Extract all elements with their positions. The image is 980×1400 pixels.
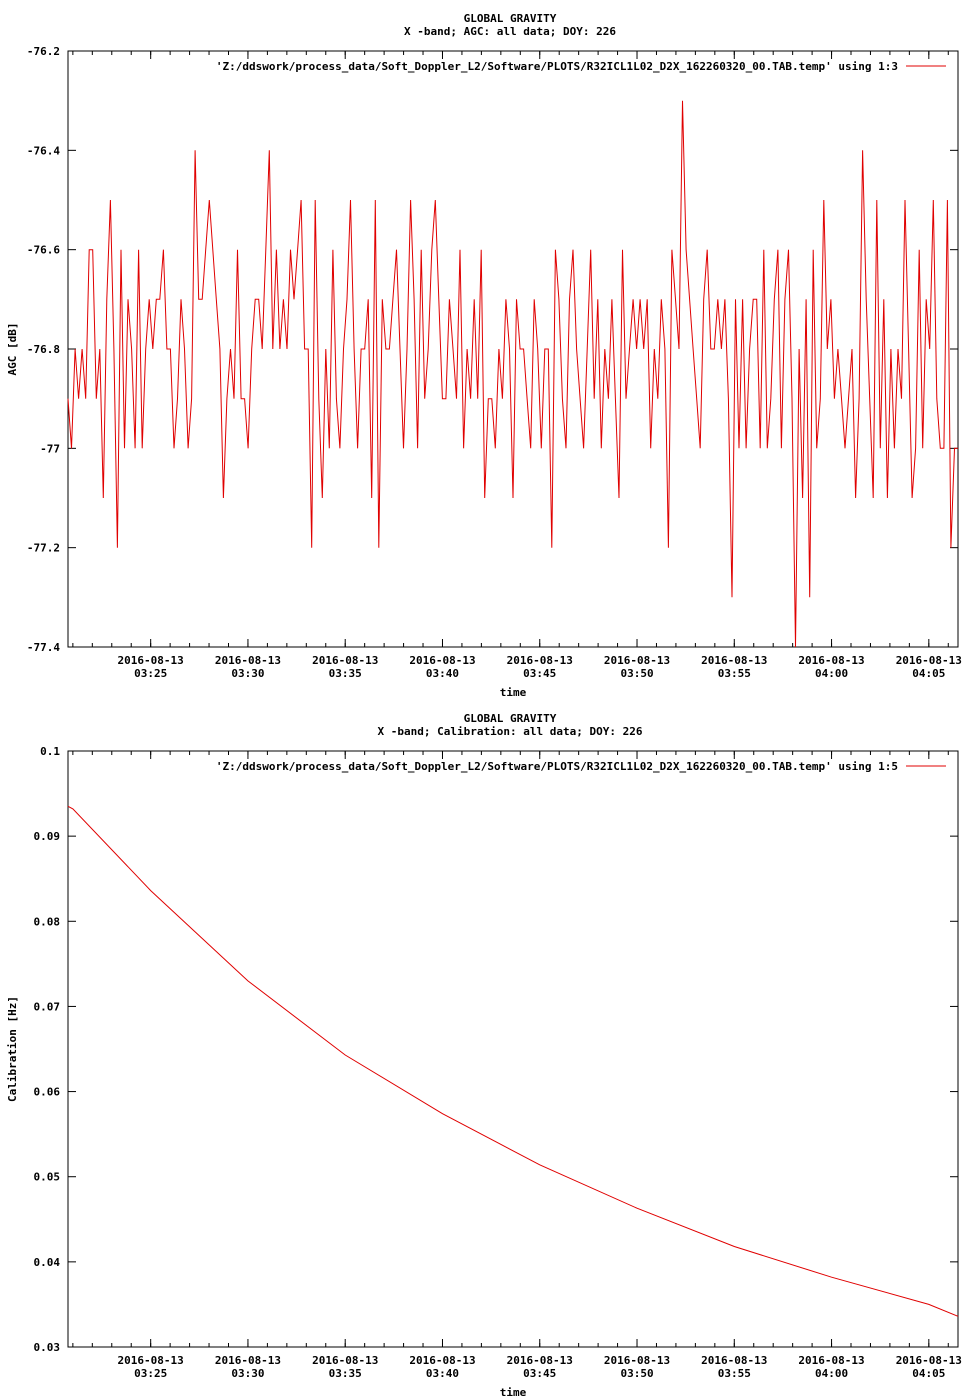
y-tick-label: -76.6 — [27, 244, 60, 257]
y-tick-label: 0.1 — [40, 745, 60, 758]
x-tick-date-label: 2016-08-13 — [798, 1354, 864, 1367]
x-axis-label: time — [500, 686, 527, 699]
x-tick-time-label: 03:30 — [231, 667, 264, 680]
x-tick-date-label: 2016-08-13 — [507, 1354, 573, 1367]
x-tick-time-label: 03:50 — [620, 1367, 653, 1380]
x-tick-time-label: 03:55 — [718, 667, 751, 680]
x-tick-date-label: 2016-08-13 — [312, 654, 378, 667]
y-tick-label: 0.03 — [34, 1341, 61, 1354]
x-tick-time-label: 03:45 — [523, 1367, 556, 1380]
x-tick-time-label: 04:05 — [912, 1367, 945, 1380]
x-tick-date-label: 2016-08-13 — [604, 654, 670, 667]
x-tick-date-label: 2016-08-13 — [896, 654, 962, 667]
x-tick-time-label: 03:30 — [231, 1367, 264, 1380]
x-tick-time-label: 04:05 — [912, 667, 945, 680]
x-tick-date-label: 2016-08-13 — [215, 654, 281, 667]
x-tick-date-label: 2016-08-13 — [409, 654, 475, 667]
x-tick-date-label: 2016-08-13 — [312, 1354, 378, 1367]
x-tick-time-label: 04:00 — [815, 667, 848, 680]
x-tick-time-label: 03:50 — [620, 667, 653, 680]
y-tick-label: -76.4 — [27, 144, 60, 157]
x-tick-time-label: 04:00 — [815, 1367, 848, 1380]
y-tick-label: -77 — [40, 442, 60, 455]
chart-subtitle: X -band; AGC: all data; DOY: 226 — [404, 25, 616, 38]
chart-title: GLOBAL GRAVITY — [464, 12, 557, 25]
x-tick-date-label: 2016-08-13 — [701, 654, 767, 667]
x-tick-date-label: 2016-08-13 — [118, 1354, 184, 1367]
y-tick-label: 0.08 — [34, 915, 61, 928]
x-tick-time-label: 03:45 — [523, 667, 556, 680]
x-tick-time-label: 03:40 — [426, 1367, 459, 1380]
x-tick-date-label: 2016-08-13 — [409, 1354, 475, 1367]
x-tick-date-label: 2016-08-13 — [798, 654, 864, 667]
y-tick-label: 0.09 — [34, 830, 61, 843]
legend-label: 'Z:/ddswork/process_data/Soft_Doppler_L2… — [216, 760, 898, 773]
x-tick-time-label: 03:35 — [329, 667, 362, 680]
x-tick-time-label: 03:25 — [134, 1367, 167, 1380]
x-tick-time-label: 03:35 — [329, 1367, 362, 1380]
series-line — [67, 805, 959, 1317]
x-tick-time-label: 03:25 — [134, 667, 167, 680]
series-line — [67, 100, 958, 648]
legend-label: 'Z:/ddswork/process_data/Soft_Doppler_L2… — [216, 60, 898, 73]
y-axis-label: Calibration [Hz] — [6, 996, 19, 1102]
y-tick-label: 0.05 — [34, 1171, 61, 1184]
y-tick-label: -77.2 — [27, 542, 60, 555]
y-tick-label: -77.4 — [27, 641, 60, 654]
plot-frame — [67, 750, 959, 1348]
x-tick-time-label: 03:55 — [718, 1367, 751, 1380]
x-tick-date-label: 2016-08-13 — [215, 1354, 281, 1367]
chart-subtitle: X -band; Calibration: all data; DOY: 226 — [378, 725, 643, 738]
chart-title: GLOBAL GRAVITY — [464, 712, 557, 725]
x-tick-time-label: 03:40 — [426, 667, 459, 680]
plot-frame — [67, 50, 959, 648]
x-tick-date-label: 2016-08-13 — [604, 1354, 670, 1367]
x-tick-date-label: 2016-08-13 — [896, 1354, 962, 1367]
x-tick-date-label: 2016-08-13 — [701, 1354, 767, 1367]
x-tick-date-label: 2016-08-13 — [507, 654, 573, 667]
x-tick-date-label: 2016-08-13 — [118, 654, 184, 667]
x-axis-label: time — [500, 1386, 527, 1399]
y-tick-label: 0.04 — [34, 1256, 61, 1269]
y-axis-label: AGC [dB] — [6, 323, 19, 376]
y-tick-label: -76.8 — [27, 343, 60, 356]
y-tick-label: 0.06 — [34, 1086, 61, 1099]
y-tick-label: 0.07 — [34, 1000, 61, 1013]
y-tick-label: -76.2 — [27, 45, 60, 58]
